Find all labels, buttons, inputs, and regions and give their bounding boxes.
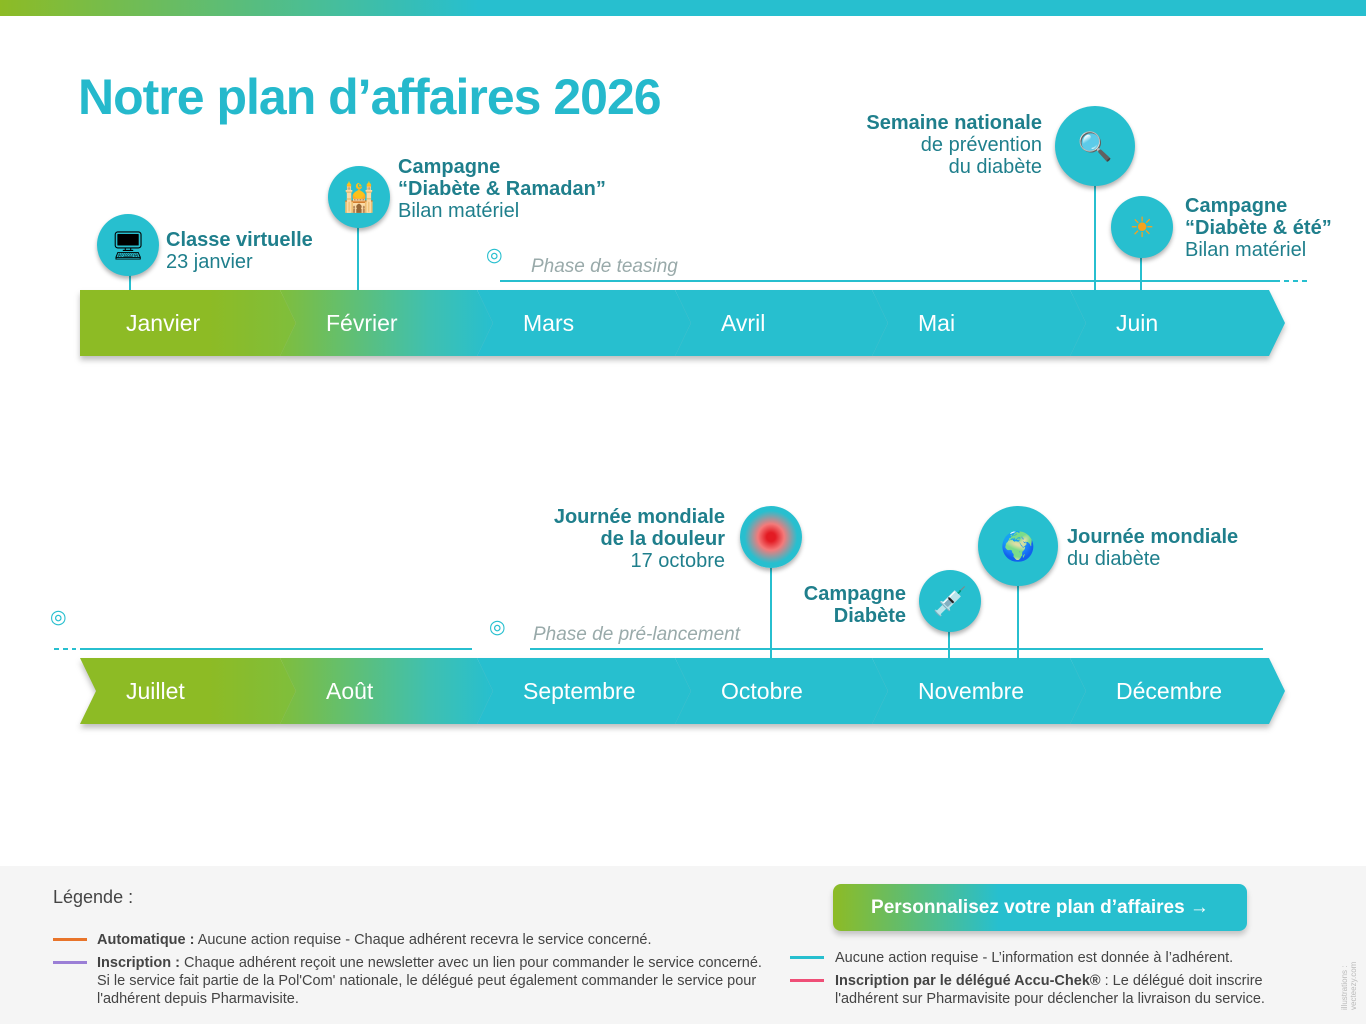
- month-juillet: Juillet: [80, 658, 296, 724]
- phase-icon: ◎: [50, 607, 67, 628]
- legend-info: Aucune action requise - L’information es…: [835, 950, 1234, 966]
- video-call-icon: 🖥: [97, 214, 159, 276]
- legend-title: Légende :: [53, 887, 134, 907]
- month-janvier: Janvier: [80, 290, 296, 356]
- glucose-meter-icon: 💉: [919, 570, 981, 632]
- legend-auto: Automatique : Aucune action requise - Ch…: [97, 932, 652, 948]
- month-juin: Juin: [1070, 290, 1285, 356]
- month-août: Août: [280, 658, 493, 724]
- month-label: Février: [326, 309, 398, 336]
- event-semaine-nationale: Semaine nationale de prévention du diabète: [866, 112, 1042, 178]
- month-octobre: Octobre: [675, 658, 888, 724]
- month-label: Mai: [918, 309, 956, 336]
- phase-icon: ◎: [486, 245, 503, 266]
- month-label: Mars: [523, 309, 575, 336]
- month-label: Juin: [1116, 309, 1159, 336]
- sun-icon: ☀: [1111, 196, 1173, 258]
- pain-target-icon: [740, 506, 802, 568]
- month-label: Décembre: [1116, 677, 1223, 704]
- mosque-icon: 🕌: [328, 166, 390, 228]
- legend-swatch-orange: [53, 938, 87, 941]
- phase-prelancement: Phase de pré-lancement: [533, 624, 741, 645]
- page-title: Notre plan d’affaires 2026: [78, 69, 662, 125]
- month-label: Avril: [721, 309, 766, 336]
- legend-inscription: Inscription : Chaque adhérent reçoit une…: [97, 955, 762, 1007]
- timeline-row-2: Juillet Août Septembre Octobre Novembre Décem…: [80, 658, 1290, 724]
- legend-delegue: Inscription par le délégué Accu-Chek® : …: [835, 973, 1265, 1007]
- event-journee-mondiale-diabete: Journée mondiale du diabète: [1067, 526, 1239, 570]
- month-novembre: Novembre: [872, 658, 1086, 724]
- phase-teasing: Phase de teasing: [531, 256, 678, 277]
- personalize-plan-button[interactable]: Personnalisez votre plan d’affaires →: [833, 884, 1247, 931]
- legend-swatch-purple: [53, 961, 87, 964]
- month-label: Octobre: [721, 677, 803, 704]
- month-label: Août: [326, 677, 374, 704]
- event-classe-virtuelle: Classe virtuelle 23 janvier: [166, 229, 313, 273]
- month-label: Juillet: [126, 677, 185, 704]
- globe-icon: 🌍: [978, 506, 1058, 586]
- month-février: Février: [280, 290, 493, 356]
- timeline-row-1: Janvier Février Mars Avril Mai Juin: [80, 290, 1290, 356]
- top-bar: [0, 0, 1366, 16]
- month-label: Septembre: [523, 677, 636, 704]
- credit: illustrations : vecteezy.com: [1340, 961, 1358, 1010]
- month-avril: Avril: [675, 290, 888, 356]
- month-décembre: Décembre: [1070, 658, 1285, 724]
- magnifier-document-icon: 🔍: [1055, 106, 1135, 186]
- month-label: Novembre: [918, 677, 1025, 704]
- legend-swatch-teal: [790, 956, 824, 959]
- event-diabete-ete: Campagne “Diabète & été” Bilan matériel: [1185, 195, 1332, 261]
- legend-swatch-pink: [790, 979, 824, 982]
- phase-icon: ◎: [489, 617, 506, 638]
- month-label: Janvier: [126, 309, 201, 336]
- event-ramadan: Campagne “Diabète & Ramadan” Bilan matérie…: [398, 156, 606, 222]
- event-douleur: Journée mondiale de la douleur 17 octobre: [553, 506, 725, 572]
- month-mai: Mai: [872, 290, 1086, 356]
- month-mars: Mars: [477, 290, 691, 356]
- event-campagne-diabete: Campagne Diabète: [803, 583, 906, 627]
- month-septembre: Septembre: [477, 658, 691, 724]
